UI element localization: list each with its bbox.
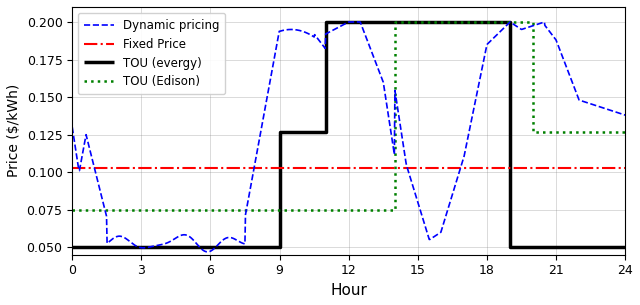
Line: TOU (evergy): TOU (evergy) — [72, 22, 625, 247]
TOU (evergy) — [276, 130, 284, 134]
TOU (evergy) — [621, 246, 629, 249]
TOU (Edison) — [529, 20, 537, 24]
X-axis label: Hour: Hour — [330, 283, 367, 298]
TOU (evergy) — [322, 20, 330, 24]
TOU (evergy) — [506, 20, 514, 24]
Legend: Dynamic pricing, Fixed Price, TOU (evergy), TOU (Edison): Dynamic pricing, Fixed Price, TOU (everg… — [78, 13, 225, 94]
TOU (Edison) — [529, 130, 537, 134]
TOU (evergy) — [322, 130, 330, 134]
TOU (Edison) — [391, 208, 399, 212]
TOU (evergy) — [276, 246, 284, 249]
Dynamic pricing — [345, 20, 353, 24]
Fixed Price — [92, 166, 99, 170]
Dynamic pricing — [125, 239, 132, 242]
Dynamic pricing — [449, 191, 457, 194]
Dynamic pricing — [312, 35, 320, 39]
TOU (Edison) — [621, 130, 629, 134]
TOU (Edison) — [68, 208, 76, 212]
Dynamic pricing — [621, 113, 629, 117]
Dynamic pricing — [68, 125, 76, 129]
TOU (Edison) — [391, 20, 399, 24]
Y-axis label: Price ($/kWh): Price ($/kWh) — [7, 84, 21, 178]
Fixed Price — [68, 166, 76, 170]
Dynamic pricing — [292, 28, 300, 32]
Dynamic pricing — [204, 250, 211, 254]
Line: Dynamic pricing: Dynamic pricing — [72, 22, 625, 252]
Dynamic pricing — [511, 23, 518, 27]
Line: TOU (Edison): TOU (Edison) — [72, 22, 625, 210]
TOU (evergy) — [68, 246, 76, 249]
TOU (evergy) — [506, 246, 514, 249]
Dynamic pricing — [500, 26, 508, 29]
